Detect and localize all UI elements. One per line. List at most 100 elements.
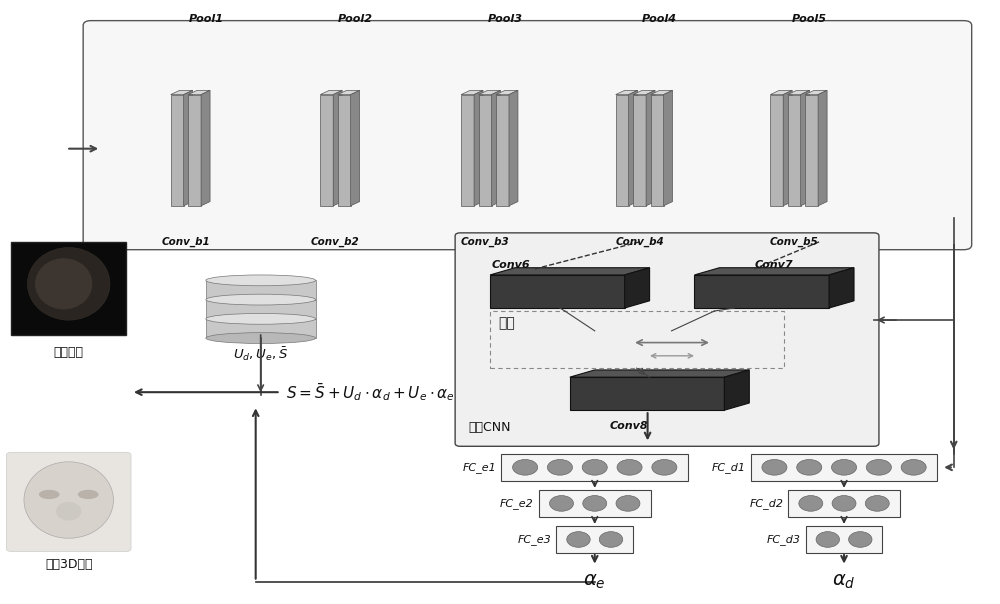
Ellipse shape	[206, 333, 316, 344]
Polygon shape	[490, 268, 650, 275]
Ellipse shape	[27, 248, 110, 320]
Text: Pool5: Pool5	[792, 14, 827, 24]
Polygon shape	[496, 95, 509, 206]
Text: Conv8: Conv8	[610, 421, 648, 431]
Text: Pool3: Pool3	[487, 14, 522, 24]
Ellipse shape	[582, 460, 607, 475]
FancyBboxPatch shape	[6, 452, 131, 551]
Polygon shape	[570, 370, 749, 377]
Polygon shape	[629, 91, 638, 206]
Polygon shape	[320, 91, 342, 95]
Polygon shape	[724, 370, 749, 410]
Text: Pool1: Pool1	[188, 14, 223, 24]
Polygon shape	[694, 268, 854, 275]
Ellipse shape	[816, 532, 839, 547]
Polygon shape	[788, 91, 810, 95]
Polygon shape	[496, 91, 518, 95]
Text: Conv_b5: Conv_b5	[770, 237, 819, 247]
Ellipse shape	[832, 495, 856, 511]
Polygon shape	[474, 91, 483, 206]
Text: 输入图像: 输入图像	[54, 346, 84, 359]
FancyBboxPatch shape	[83, 21, 972, 249]
Ellipse shape	[56, 502, 81, 521]
Text: Conv6: Conv6	[492, 260, 531, 270]
Polygon shape	[770, 95, 783, 206]
FancyBboxPatch shape	[206, 319, 316, 338]
Ellipse shape	[762, 460, 787, 475]
Polygon shape	[333, 91, 342, 206]
Text: Pool4: Pool4	[642, 14, 677, 24]
Text: 集中: 集中	[498, 316, 515, 330]
Polygon shape	[509, 91, 518, 206]
FancyBboxPatch shape	[455, 233, 879, 446]
Ellipse shape	[513, 460, 538, 475]
Ellipse shape	[799, 495, 823, 511]
Polygon shape	[461, 95, 474, 206]
FancyBboxPatch shape	[501, 454, 688, 481]
FancyBboxPatch shape	[556, 526, 633, 553]
Text: $S = \bar{S} + U_d \cdot \alpha_d + U_e \cdot \alpha_e$: $S = \bar{S} + U_d \cdot \alpha_d + U_e …	[286, 381, 455, 403]
Polygon shape	[184, 91, 193, 206]
Ellipse shape	[617, 460, 642, 475]
Polygon shape	[171, 91, 193, 95]
Polygon shape	[651, 95, 664, 206]
Ellipse shape	[206, 294, 316, 305]
Text: FC_e2: FC_e2	[500, 498, 534, 509]
Ellipse shape	[599, 532, 623, 547]
Text: FC_e1: FC_e1	[463, 462, 497, 473]
Polygon shape	[461, 91, 483, 95]
Ellipse shape	[24, 462, 113, 538]
Polygon shape	[788, 95, 801, 206]
Text: 融合CNN: 融合CNN	[468, 421, 511, 434]
Polygon shape	[625, 268, 650, 308]
Polygon shape	[633, 95, 646, 206]
FancyBboxPatch shape	[788, 490, 900, 516]
Ellipse shape	[849, 532, 872, 547]
Polygon shape	[492, 91, 500, 206]
Ellipse shape	[616, 495, 640, 511]
Ellipse shape	[547, 460, 572, 475]
Ellipse shape	[550, 495, 573, 511]
Text: $\alpha_d$: $\alpha_d$	[832, 572, 856, 591]
Polygon shape	[479, 91, 500, 95]
Text: 重建3D面部: 重建3D面部	[45, 557, 92, 571]
FancyBboxPatch shape	[751, 454, 937, 481]
Ellipse shape	[901, 460, 926, 475]
FancyBboxPatch shape	[11, 242, 126, 335]
Text: FC_e3: FC_e3	[518, 534, 551, 545]
Polygon shape	[338, 95, 351, 206]
Polygon shape	[570, 377, 724, 410]
Ellipse shape	[865, 495, 889, 511]
Polygon shape	[805, 91, 827, 95]
Text: FC_d2: FC_d2	[749, 498, 783, 509]
Ellipse shape	[35, 258, 92, 309]
Polygon shape	[694, 275, 829, 308]
Polygon shape	[829, 268, 854, 308]
Text: FC_d3: FC_d3	[767, 534, 801, 545]
Text: Pool2: Pool2	[338, 14, 373, 24]
Polygon shape	[633, 91, 655, 95]
Ellipse shape	[567, 532, 590, 547]
FancyBboxPatch shape	[539, 490, 651, 516]
Ellipse shape	[206, 275, 316, 286]
Polygon shape	[801, 91, 810, 206]
Text: $\alpha_e$: $\alpha_e$	[583, 572, 606, 591]
Polygon shape	[646, 91, 655, 206]
Polygon shape	[188, 91, 210, 95]
Polygon shape	[201, 91, 210, 206]
Text: Conv7: Conv7	[754, 260, 793, 270]
Polygon shape	[651, 91, 673, 95]
Polygon shape	[818, 91, 827, 206]
Polygon shape	[188, 95, 201, 206]
Ellipse shape	[583, 495, 607, 511]
Polygon shape	[351, 91, 360, 206]
Ellipse shape	[797, 460, 822, 475]
FancyBboxPatch shape	[806, 526, 882, 553]
Polygon shape	[664, 91, 673, 206]
Polygon shape	[616, 95, 629, 206]
Ellipse shape	[78, 490, 99, 499]
Ellipse shape	[39, 490, 60, 499]
Polygon shape	[805, 95, 818, 206]
Text: FC_d1: FC_d1	[712, 462, 746, 473]
Text: Conv_b1: Conv_b1	[161, 237, 210, 247]
